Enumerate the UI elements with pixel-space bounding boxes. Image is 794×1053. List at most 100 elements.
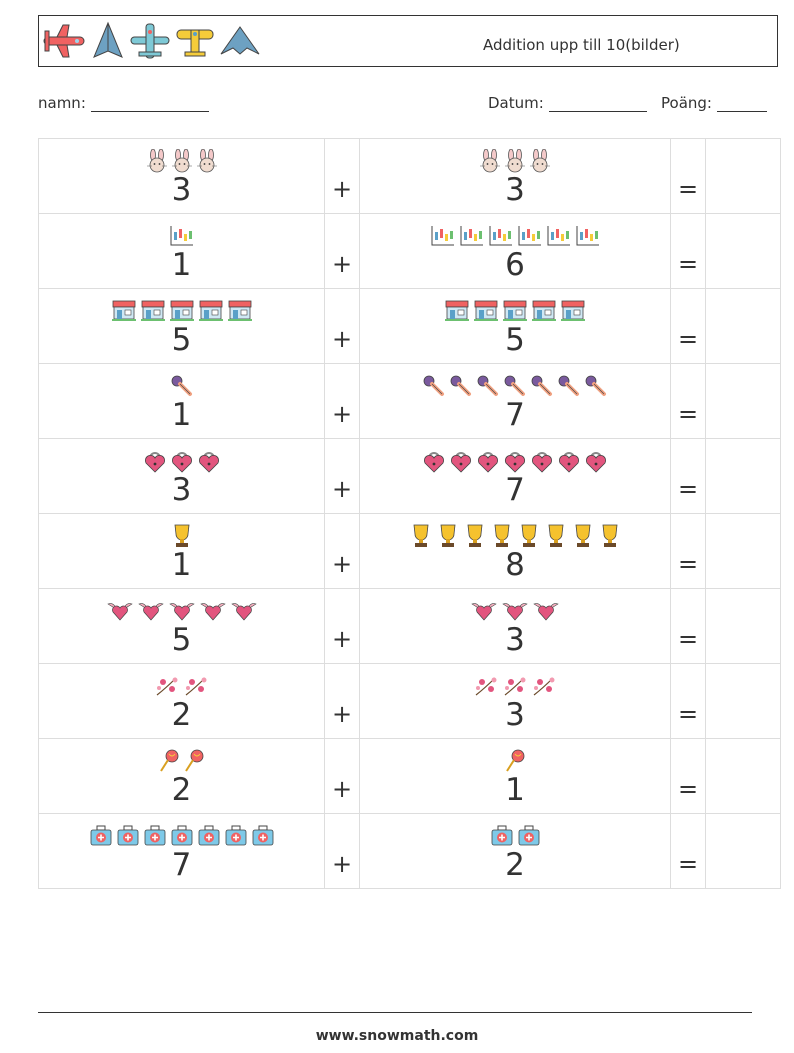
addend-a-cell: 2 (38, 663, 325, 739)
candlestick-chart-icon (459, 224, 485, 248)
trophy-icon (517, 523, 541, 549)
microphone-icon (476, 374, 500, 398)
equals-sign: = (677, 250, 699, 278)
candlestick-chart-icon (517, 224, 543, 248)
addend-a-icons (143, 449, 221, 473)
worksheet-header: Addition upp till 10(bilder) (38, 15, 778, 67)
first-aid-kit-icon (170, 825, 194, 847)
plus-sign: + (331, 250, 353, 278)
plus-cell: + (324, 738, 360, 814)
heart-lock-icon (197, 449, 221, 473)
equals-sign: = (677, 400, 699, 428)
candlestick-chart-icon (488, 224, 514, 248)
heart-lock-icon (584, 449, 608, 473)
blossom-branch-icon (531, 674, 557, 698)
plus-sign: + (331, 325, 353, 353)
yellow-plane-icon (176, 29, 214, 57)
storefront-icon (227, 299, 253, 323)
name-label: namn: (38, 94, 86, 112)
problem-row: 3 +7 = (38, 438, 781, 514)
red-plane-icon (43, 24, 85, 58)
answer-cell[interactable] (705, 588, 781, 664)
problem-row: 5 +5 = (38, 288, 781, 364)
trophy-icon (170, 523, 194, 549)
microphone-icon (449, 374, 473, 398)
blossom-branch-icon (183, 674, 209, 698)
heart-lock-icon (503, 449, 527, 473)
worksheet-title: Addition upp till 10(bilder) (483, 36, 680, 54)
heart-lock-icon (143, 449, 167, 473)
answer-cell[interactable] (705, 738, 781, 814)
bunny-icon (196, 149, 218, 173)
microphone-icon (584, 374, 608, 398)
addend-a-icons (169, 224, 195, 248)
addend-a-cell: 5 (38, 288, 325, 364)
addend-b-icons (422, 449, 608, 473)
first-aid-kit-icon (224, 825, 248, 847)
footer-divider (38, 1012, 752, 1013)
plus-cell: + (324, 813, 360, 889)
addend-a-cell: 3 (38, 438, 325, 514)
storefront-icon (169, 299, 195, 323)
equals-sign: = (677, 325, 699, 353)
addend-b-cell: 1 (359, 738, 671, 814)
addend-b-cell: 8 (359, 513, 671, 589)
addend-b-cell: 6 (359, 213, 671, 289)
first-aid-kit-icon (116, 825, 140, 847)
name-field: namn: (38, 94, 209, 112)
bunny-icon (504, 149, 526, 173)
blue-stealth-jet-icon (220, 26, 260, 55)
answer-cell[interactable] (705, 138, 781, 214)
addend-a-icons (106, 599, 258, 623)
equals-sign: = (677, 850, 699, 878)
winged-heart-icon (199, 600, 227, 622)
equals-cell: = (670, 663, 706, 739)
blossom-branch-icon (154, 674, 180, 698)
storefront-icon (444, 299, 470, 323)
addend-a-icons (154, 674, 209, 698)
problem-row: 1 +8 = (38, 513, 781, 589)
bunny-icon (529, 149, 551, 173)
plus-cell: + (324, 663, 360, 739)
addend-b-icons (490, 824, 541, 848)
storefront-icon (198, 299, 224, 323)
equals-cell: = (670, 138, 706, 214)
bunny-icon (146, 149, 168, 173)
addend-a-cell: 1 (38, 213, 325, 289)
addend-a-icons (170, 524, 194, 548)
answer-cell[interactable] (705, 813, 781, 889)
addend-a-cell: 2 (38, 738, 325, 814)
answer-cell[interactable] (705, 213, 781, 289)
first-aid-kit-icon (197, 825, 221, 847)
score-line[interactable] (716, 97, 767, 112)
name-line[interactable] (90, 97, 209, 112)
answer-cell[interactable] (705, 663, 781, 739)
answer-cell[interactable] (705, 438, 781, 514)
plus-sign: + (331, 475, 353, 503)
equals-cell: = (670, 813, 706, 889)
equals-sign: = (677, 475, 699, 503)
addend-a-cell: 3 (38, 138, 325, 214)
heart-lock-icon (476, 449, 500, 473)
equals-sign: = (677, 175, 699, 203)
winged-heart-icon (168, 600, 196, 622)
date-line[interactable] (548, 97, 647, 112)
addend-b-number: 7 (505, 397, 525, 433)
addend-a-cell: 1 (38, 513, 325, 589)
first-aid-kit-icon (251, 825, 275, 847)
microphone-icon (503, 374, 527, 398)
answer-cell[interactable] (705, 363, 781, 439)
addend-b-number: 5 (505, 322, 525, 358)
addend-b-icons (409, 524, 622, 548)
plane-icons (41, 20, 261, 62)
first-aid-kit-icon (89, 825, 113, 847)
addend-b-cell: 7 (359, 438, 671, 514)
storefront-icon (473, 299, 499, 323)
addend-a-number: 2 (171, 697, 192, 733)
plus-cell: + (324, 363, 360, 439)
answer-cell[interactable] (705, 513, 781, 589)
microphone-icon (170, 374, 194, 398)
addend-a-icons (89, 824, 275, 848)
problem-row: 2 +3 = (38, 663, 781, 739)
answer-cell[interactable] (705, 288, 781, 364)
